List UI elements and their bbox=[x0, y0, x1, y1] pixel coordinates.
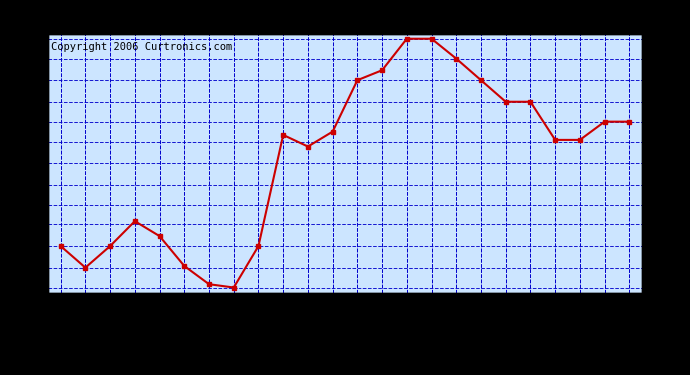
Text: Wind Chill (Last 24 Hours) Fri Jan 27 00:00: Wind Chill (Last 24 Hours) Fri Jan 27 00… bbox=[111, 8, 579, 26]
Text: Copyright 2006 Curtronics.com: Copyright 2006 Curtronics.com bbox=[51, 42, 233, 51]
